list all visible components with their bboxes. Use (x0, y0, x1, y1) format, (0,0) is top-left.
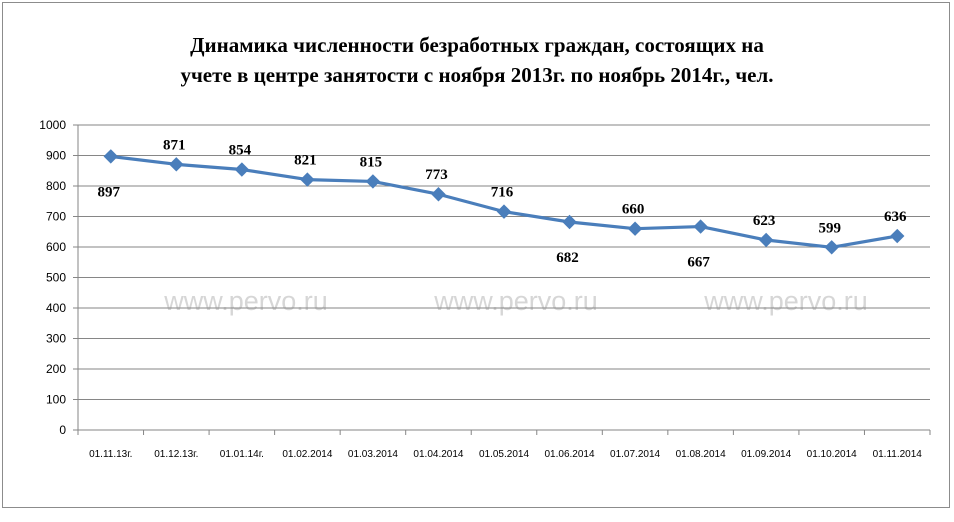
data-point-marker (431, 187, 446, 202)
data-labels: 897 871 854 821 815 773 716 682 660 667 623 599 636 (98, 137, 907, 270)
chart-title-line-2: учете в центре занятости с ноября 2013г.… (180, 63, 774, 87)
data-point-marker (365, 174, 381, 189)
y-tick-label: 100 (46, 393, 66, 407)
y-tick-label: 1000 (39, 118, 66, 132)
y-tick-label: 200 (46, 362, 66, 376)
y-tick-label: 700 (46, 210, 66, 224)
watermark-text: www.pervo.ru (433, 286, 598, 316)
data-label: 815 (360, 154, 383, 170)
x-tick-label: 01.09.2014 (741, 449, 791, 460)
data-point-marker (758, 232, 774, 248)
x-tick-label: 01.11.13г. (89, 449, 132, 460)
data-label: 636 (884, 209, 907, 225)
y-axis-ticks: 0 100 200 300 400 500 600 700 800 900 1000 (39, 118, 78, 437)
x-tick-label: 01.01.14г. (220, 449, 264, 460)
y-tick-label: 0 (59, 423, 66, 437)
y-tick-label: 900 (46, 149, 66, 163)
data-point-marker (693, 219, 708, 234)
x-tick-label: 01.11.2014 (873, 449, 923, 460)
chart-title: Динамика численности безработных граждан… (0, 30, 954, 90)
x-tick-label: 01.10.2014 (807, 449, 857, 460)
series (103, 149, 905, 255)
data-label: 716 (491, 185, 514, 201)
data-point-marker (496, 204, 512, 219)
data-label: 667 (687, 255, 710, 271)
y-tick-label: 500 (46, 271, 66, 285)
series-line (110, 154, 898, 249)
data-label: 897 (98, 184, 121, 200)
x-tick-label: 01.12.13г. (154, 449, 198, 460)
x-tick-label: 01.05.2014 (479, 449, 529, 460)
chart-title-line-1: Динамика численности безработных граждан… (190, 33, 764, 57)
data-point-marker (562, 214, 577, 230)
x-tick-label: 01.07.2014 (610, 449, 660, 460)
data-point-marker (824, 240, 839, 255)
y-tick-label: 800 (46, 179, 66, 193)
data-label: 821 (294, 153, 317, 169)
y-tick-label: 600 (46, 240, 66, 254)
data-label: 871 (163, 137, 186, 153)
chart-frame (2, 2, 950, 508)
data-label: 854 (229, 143, 252, 159)
x-tick-label: 01.06.2014 (545, 449, 595, 460)
data-point-marker (627, 221, 643, 236)
gridlines (78, 124, 930, 400)
x-axis-ticks: 01.11.13г. 01.12.13г. 01.01.14г. 01.02.2014… (77, 430, 931, 460)
data-point-marker (234, 162, 250, 177)
data-point-marker (169, 157, 184, 172)
x-tick-label: 01.03.2014 (348, 449, 398, 460)
x-tick-label: 01.02.2014 (282, 449, 332, 460)
data-point-marker (300, 172, 315, 187)
data-label: 623 (753, 213, 776, 229)
watermark-text: www.pervo.ru (163, 286, 328, 316)
y-tick-label: 400 (46, 301, 66, 315)
watermarks: www.pervo.ru www.pervo.ru www.pervo.ru (163, 286, 868, 316)
data-label: 599 (818, 220, 841, 236)
data-label: 682 (556, 250, 579, 266)
data-label: 773 (425, 167, 448, 183)
data-point-marker (103, 149, 118, 164)
data-label: 660 (622, 202, 645, 218)
x-tick-label: 01.08.2014 (676, 449, 726, 460)
x-tick-label: 01.04.2014 (413, 449, 463, 460)
data-point-marker (890, 228, 905, 244)
watermark-text: www.pervo.ru (703, 286, 868, 316)
y-tick-label: 300 (46, 332, 66, 346)
